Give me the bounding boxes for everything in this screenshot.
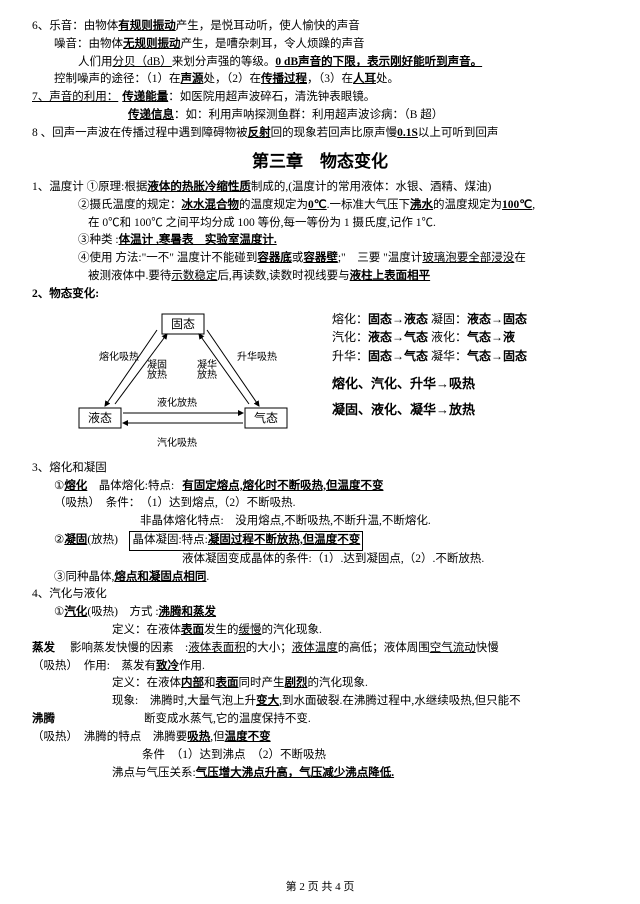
svg-text:放热: 放热 — [197, 368, 217, 381]
solid-label: 固态 — [171, 317, 195, 331]
line-6-noise: 噪音：由物体无规则振动产生，是嘈杂刺耳，令人烦躁的声音 — [32, 36, 608, 54]
s4c: 影响蒸发快慢的因素 :液体表面积的大小；液体温度的高低；液体周围空气流动快慢 — [70, 640, 608, 658]
s3f: ③同种晶体,熔点和凝固点相同. — [32, 569, 608, 587]
chapter-3-title: 第三章 物态变化 — [32, 149, 608, 175]
boil-label: 沸腾 — [32, 711, 70, 729]
s3d: ②凝固(放热) 晶体凝固:特点:凝固过程不断放热,但温度不变 — [32, 531, 608, 551]
s4e: 定义：在液体内部和表面同时产生剧烈的汽化现象. — [32, 675, 608, 693]
line-6-control: 控制噪声的途径：（1）在声源处，（2）在传播过程，（3）在人耳处。 — [32, 71, 608, 89]
svg-text:升华吸热: 升华吸热 — [237, 350, 277, 363]
svg-text:汽化吸热: 汽化吸热 — [157, 436, 197, 449]
s1f: 被测液体中.要待示数稳定后,再读数,读数时视线要与液柱上表面相平 — [32, 268, 608, 286]
s1c: 在 0℃和 100℃ 之间平均分成 100 等份,每一等份为 1 摄氏度,记作 … — [32, 215, 608, 233]
s3b: （吸热） 条件： （1）达到熔点,（2）不断吸热. — [32, 495, 608, 513]
s1d: ③种类 :体温计 ,寒暑表 实验室温度计. — [32, 232, 608, 250]
page-footer: 第 2 页 共 4 页 — [0, 879, 640, 896]
evap-label: 蒸发 — [32, 640, 70, 658]
s1e: ④使用 方法:"一不" 温度计不能碰到容器底或容器壁;" 三要 "温度计玻璃泡要… — [32, 250, 608, 268]
gas-label: 气态 — [254, 410, 278, 425]
line-7b: 传递信息：如：利用声呐探测鱼群：利用超声波诊病：（B 超） — [32, 107, 608, 125]
svg-text:熔化吸热: 熔化吸热 — [99, 350, 139, 363]
s3c: 非晶体熔化特点: 没用熔点,不断吸热,不断升温,不断熔化. — [32, 513, 608, 531]
s3a: ①熔化 晶体熔化:特点:有固定熔点,熔化时不断吸热,但温度不变 — [32, 478, 608, 496]
s4d: （吸热） 作用: 蒸发有致冷作用. — [32, 658, 608, 676]
phase-diagram: 固态 液态 气态 熔化吸热 凝固放热 升华吸热 凝华放热 液化放热 汽化吸热 — [37, 308, 327, 458]
s4g: 断变成水蒸气,它的温度保持不变. — [70, 711, 608, 729]
s2-title: 2、物态变化: — [32, 286, 608, 304]
s1a: 1、温度计 ①原理:根据液体的热胀冷缩性质制成的,(温度计的常用液体：水银、酒精… — [32, 179, 608, 197]
s4: 4、汽化与液化 — [32, 586, 608, 604]
line-7: 7、声音的利用：传递能量：如医院用超声波碎石，清洗钟表眼镜。 — [32, 89, 608, 107]
s3: 3、熔化和凝固 — [32, 460, 608, 478]
s4b: 定义：在液体表面发生的缓慢的汽化现象. — [32, 622, 608, 640]
s4f: 现象: 沸腾时,大量气泡上升变大,到水面破裂.在沸腾过程中,水继续吸热,但只能不 — [32, 693, 608, 711]
s4j: 沸点与气压关系:气压增大沸点升高，气压减少沸点降低. — [32, 765, 608, 783]
s3e: 液体凝固变成晶体的条件:（1）.达到凝固点,（2）.不断放热. — [32, 551, 608, 569]
s1b: ②摄氏温度的规定：冰水混合物的温度规定为0℃.一标准大气压下沸水的温度规定为10… — [32, 197, 608, 215]
state-diagram-row: 固态 液态 气态 熔化吸热 凝固放热 升华吸热 凝华放热 液化放热 汽化吸热 熔… — [32, 304, 608, 460]
s4h: （吸热） 沸腾的特点 沸腾要吸热,但温度不变 — [32, 729, 608, 747]
line-6-music: 6、乐音：由物体有规则振动产生，是悦耳动听，使人愉快的声音 — [32, 18, 608, 36]
svg-text:液化放热: 液化放热 — [157, 396, 197, 409]
svg-text:放热: 放热 — [147, 368, 167, 381]
line-8: 8 、回声一声波在传播过程中遇到障碍物被反射回的现象若回声比原声慢0.1S以上可… — [32, 125, 608, 143]
line-6-db: 人们用分贝（dB）来划分声强的等级。0 dB声音的下限，表示刚好能听到声音。 — [32, 54, 608, 72]
liquid-label: 液态 — [88, 410, 112, 425]
s4a: ①汽化(吸热) 方式 :沸腾和蒸发 — [32, 604, 608, 622]
s4i: 条件 （1）达到沸点 （2）不断吸热 — [32, 747, 608, 765]
